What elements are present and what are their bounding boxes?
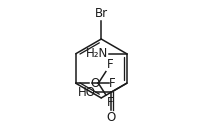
Text: F: F bbox=[107, 96, 113, 109]
Text: F: F bbox=[107, 58, 113, 71]
Text: O: O bbox=[107, 111, 116, 124]
Text: F: F bbox=[109, 77, 116, 90]
Text: H₂N: H₂N bbox=[86, 47, 108, 60]
Text: O: O bbox=[90, 77, 99, 90]
Text: Br: Br bbox=[95, 7, 108, 20]
Text: HO: HO bbox=[78, 86, 96, 99]
